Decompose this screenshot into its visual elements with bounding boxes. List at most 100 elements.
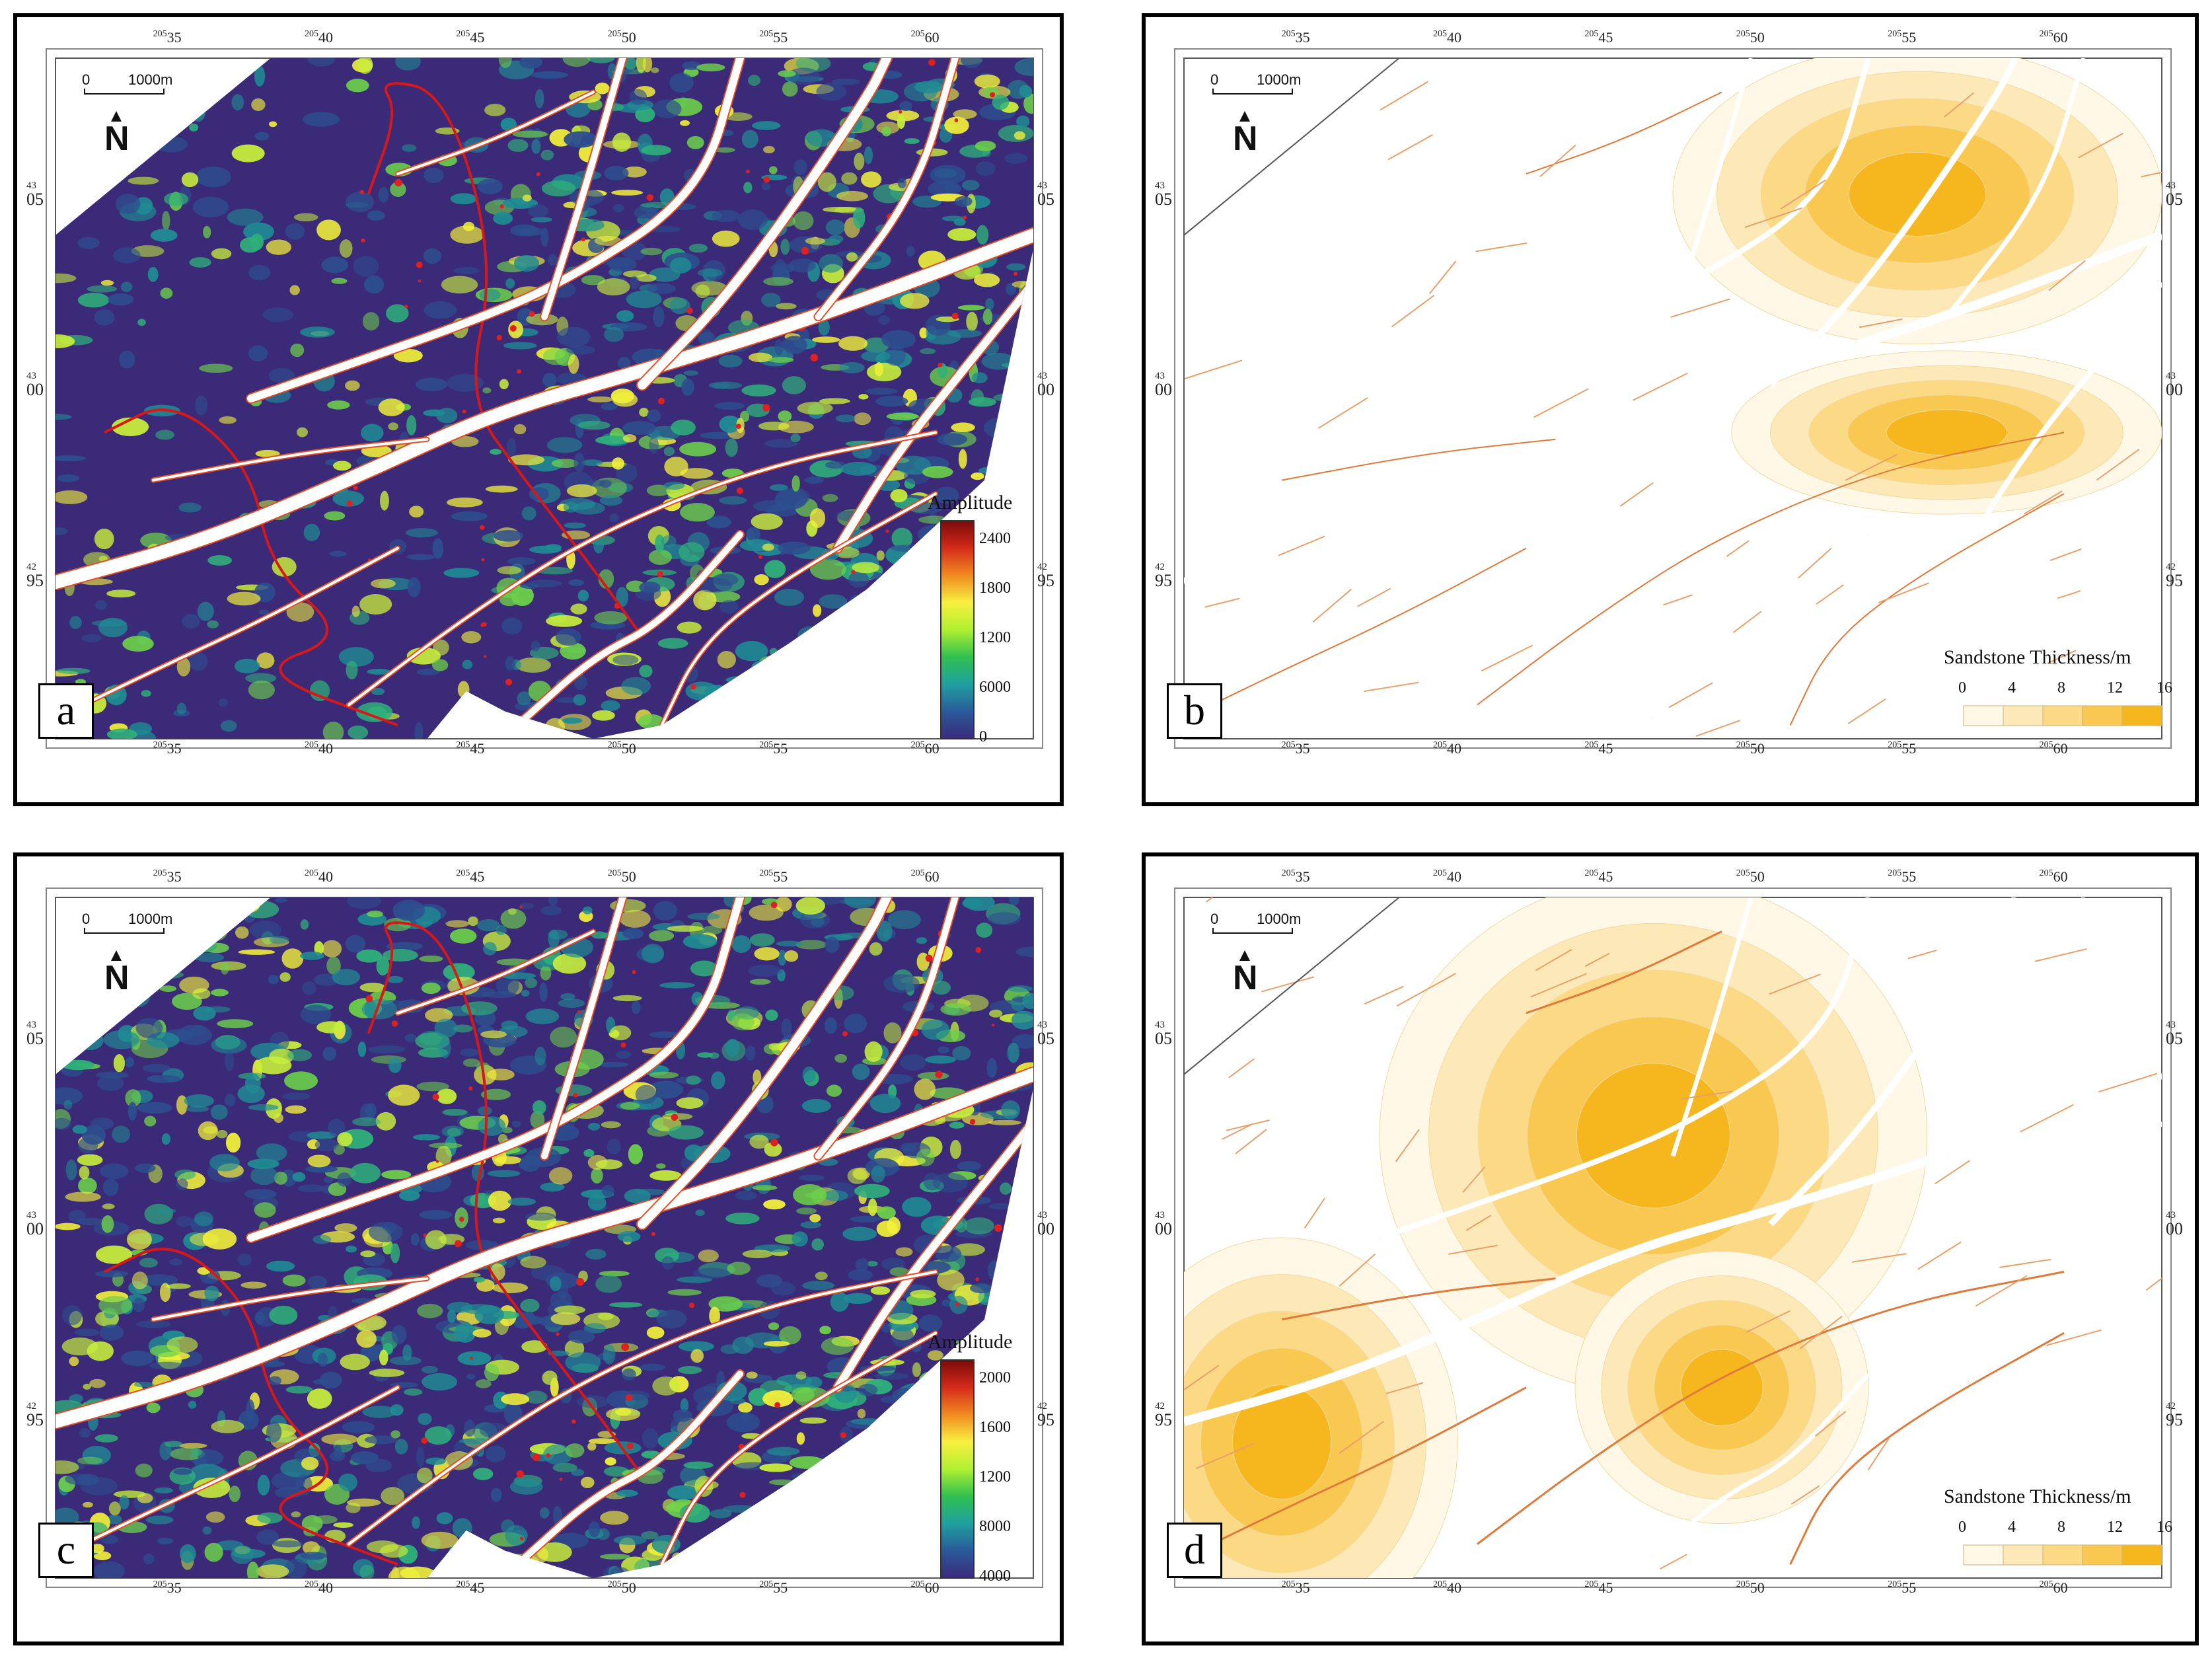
y-tick-right: 43 05 xyxy=(1037,181,1054,208)
y-tick-right: 42 95 xyxy=(1037,562,1054,589)
x-tick-label: 35 xyxy=(1295,868,1310,885)
north-label: N xyxy=(104,959,129,997)
x-tick-label: 40 xyxy=(1447,29,1461,46)
thickness-legend-swatch xyxy=(2042,1544,2083,1566)
x-tick-prefix: 205 xyxy=(153,1579,167,1589)
x-tick-top: 20555 xyxy=(1888,29,1916,46)
y-tick-left: 42 95 xyxy=(1155,562,1172,589)
legend-title: Sandstone Thickness/m xyxy=(1944,646,2131,668)
y-tick-label: 95 xyxy=(1037,1410,1054,1429)
y-tick-right: 43 05 xyxy=(1037,1020,1054,1047)
y-tick-left: 43 00 xyxy=(1155,371,1172,398)
x-tick-top: 20560 xyxy=(911,29,940,46)
x-tick-prefix: 205 xyxy=(153,740,167,750)
y-tick-right: 43 00 xyxy=(1037,371,1054,398)
x-tick-bottom: 20555 xyxy=(1888,740,1916,757)
x-tick-prefix: 205 xyxy=(305,868,318,878)
x-tick-bottom: 20545 xyxy=(1584,1579,1613,1597)
panel-letter: d xyxy=(1167,1523,1222,1578)
scale-distance-label: 1000m xyxy=(1257,911,1302,927)
scale-distance-label: 1000m xyxy=(1257,71,1302,88)
legend-tick-label: 1600 xyxy=(979,1419,1011,1436)
x-tick-top: 20560 xyxy=(2040,868,2068,886)
x-tick-bottom: 20560 xyxy=(911,1579,940,1597)
y-tick-prefix: 43 xyxy=(1037,371,1047,382)
x-tick-prefix: 205 xyxy=(305,740,318,750)
thickness-legend-swatch xyxy=(2121,705,2162,726)
x-tick-label: 40 xyxy=(318,868,333,885)
x-tick-label: 60 xyxy=(924,740,940,757)
legend-tick-label: 4000 xyxy=(979,1567,1011,1585)
x-tick-top: 20545 xyxy=(1584,29,1613,46)
y-tick-right: 43 00 xyxy=(1037,1211,1054,1238)
x-tick-bottom: 20560 xyxy=(911,740,940,757)
y-tick-label: 95 xyxy=(1155,1410,1172,1429)
legend-title: Amplitude xyxy=(928,1331,1013,1353)
x-tick-prefix: 205 xyxy=(2039,29,2053,39)
north-arrow-icon xyxy=(111,950,122,961)
y-tick-prefix: 42 xyxy=(1037,1400,1047,1412)
y-tick-label: 00 xyxy=(1155,380,1172,400)
x-tick-label: 50 xyxy=(621,740,636,757)
x-tick-top: 20550 xyxy=(1736,868,1765,886)
x-tick-top: 20540 xyxy=(1433,29,1461,46)
y-tick-label: 00 xyxy=(2166,1219,2183,1239)
scale-zero-label: 0 xyxy=(1210,911,1219,927)
y-tick-label: 05 xyxy=(1037,190,1054,209)
y-tick-label: 05 xyxy=(1037,1029,1054,1048)
x-tick-label: 55 xyxy=(773,29,788,46)
y-tick-left: 42 95 xyxy=(26,562,44,589)
x-tick-prefix: 205 xyxy=(607,29,622,39)
legend-tick-label: 0 xyxy=(1958,679,1966,697)
x-tick-label: 45 xyxy=(470,740,485,757)
x-tick-top: 20535 xyxy=(153,29,182,46)
scale-distance-label: 1000m xyxy=(128,911,173,927)
y-tick-prefix: 43 xyxy=(1155,371,1165,382)
legend-tick-label: 8 xyxy=(2057,679,2065,697)
thickness-legend-swatch xyxy=(2003,705,2044,726)
x-tick-bottom: 20535 xyxy=(1282,1579,1310,1597)
y-tick-right: 42 95 xyxy=(1037,1400,1054,1429)
x-tick-prefix: 205 xyxy=(910,29,925,39)
x-tick-label: 40 xyxy=(1447,1579,1461,1596)
legend-tick-label: 1800 xyxy=(979,580,1011,597)
y-tick-prefix: 42 xyxy=(1155,1400,1165,1412)
y-tick-left: 43 00 xyxy=(1155,1211,1172,1238)
x-tick-label: 50 xyxy=(1750,29,1765,46)
x-tick-top: 20545 xyxy=(1584,868,1613,886)
x-tick-label: 35 xyxy=(1295,29,1310,46)
y-tick-prefix: 42 xyxy=(1037,561,1047,572)
x-tick-top: 20550 xyxy=(608,29,636,46)
x-tick-prefix: 205 xyxy=(1888,740,1902,750)
x-tick-bottom: 20540 xyxy=(1433,1579,1461,1597)
legend-tick-label: 2400 xyxy=(979,530,1011,547)
y-tick-left: 42 95 xyxy=(26,1401,44,1429)
x-tick-label: 60 xyxy=(2053,29,2068,46)
thickness-map xyxy=(1183,57,2162,737)
x-tick-prefix: 205 xyxy=(759,1579,774,1589)
x-tick-prefix: 205 xyxy=(456,1579,470,1589)
y-tick-right: 43 00 xyxy=(2166,371,2183,398)
scale-distance-label: 1000m xyxy=(128,71,173,88)
x-tick-bottom: 20555 xyxy=(759,740,788,757)
y-tick-prefix: 43 xyxy=(1037,1210,1047,1221)
x-tick-bottom: 20560 xyxy=(2040,1579,2068,1597)
x-tick-label: 35 xyxy=(166,868,182,885)
panel-b: 20535 20535 20540 20540 20545 20545 20550 20550… xyxy=(1142,13,2199,806)
x-tick-bottom: 20540 xyxy=(305,740,333,757)
x-tick-bottom: 20545 xyxy=(456,1579,484,1597)
x-tick-label: 50 xyxy=(1750,740,1765,757)
x-tick-label: 55 xyxy=(1901,740,1917,757)
x-tick-prefix: 205 xyxy=(1281,868,1296,878)
x-tick-prefix: 205 xyxy=(1433,1579,1447,1589)
x-tick-label: 40 xyxy=(1447,868,1461,885)
x-tick-label: 45 xyxy=(1598,29,1613,46)
x-tick-prefix: 205 xyxy=(910,1579,925,1589)
panel-letter: c xyxy=(38,1523,94,1578)
y-tick-label: 95 xyxy=(1155,570,1172,590)
x-tick-label: 40 xyxy=(318,740,333,757)
panel-c: 20535 20535 20540 20540 20545 20545 20550 20550… xyxy=(13,852,1064,1645)
y-tick-right: 43 00 xyxy=(2166,1211,2183,1238)
scale-bar xyxy=(84,89,165,94)
north-arrow-icon xyxy=(111,111,122,122)
